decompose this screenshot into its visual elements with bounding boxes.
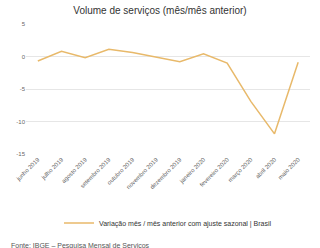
- svg-text:abril 2020: abril 2020: [254, 156, 277, 179]
- svg-text:agosto 2019: agosto 2019: [60, 156, 88, 184]
- svg-text:outubro 2019: outubro 2019: [106, 156, 136, 186]
- svg-text:março 2020: março 2020: [227, 156, 254, 183]
- svg-text:fevereiro 2020: fevereiro 2020: [199, 156, 231, 188]
- svg-text:dezembro 2019: dezembro 2019: [149, 156, 183, 190]
- svg-text:Fonte: IBGE – Pesquisa Mensal: Fonte: IBGE – Pesquisa Mensal de Serviço…: [11, 242, 150, 248]
- svg-text:5: 5: [22, 21, 26, 27]
- svg-text:maio 2020: maio 2020: [277, 156, 302, 181]
- svg-text:julho 2019: julho 2019: [40, 156, 65, 181]
- svg-text:Volume de serviços (mês/mês an: Volume de serviços (mês/mês anterior): [73, 5, 246, 16]
- svg-text:novembro 2019: novembro 2019: [125, 156, 159, 190]
- svg-text:junho 2019: junho 2019: [15, 156, 41, 182]
- svg-text:Variação mês / mês anterior co: Variação mês / mês anterior com ajuste s…: [99, 220, 272, 228]
- svg-text:0: 0: [22, 54, 26, 60]
- svg-text:-10: -10: [16, 119, 25, 125]
- svg-text:-5: -5: [20, 86, 26, 92]
- svg-text:-15: -15: [16, 151, 25, 157]
- svg-text:janeiro 2020: janeiro 2020: [178, 156, 207, 185]
- svg-text:setembro 2019: setembro 2019: [79, 156, 112, 189]
